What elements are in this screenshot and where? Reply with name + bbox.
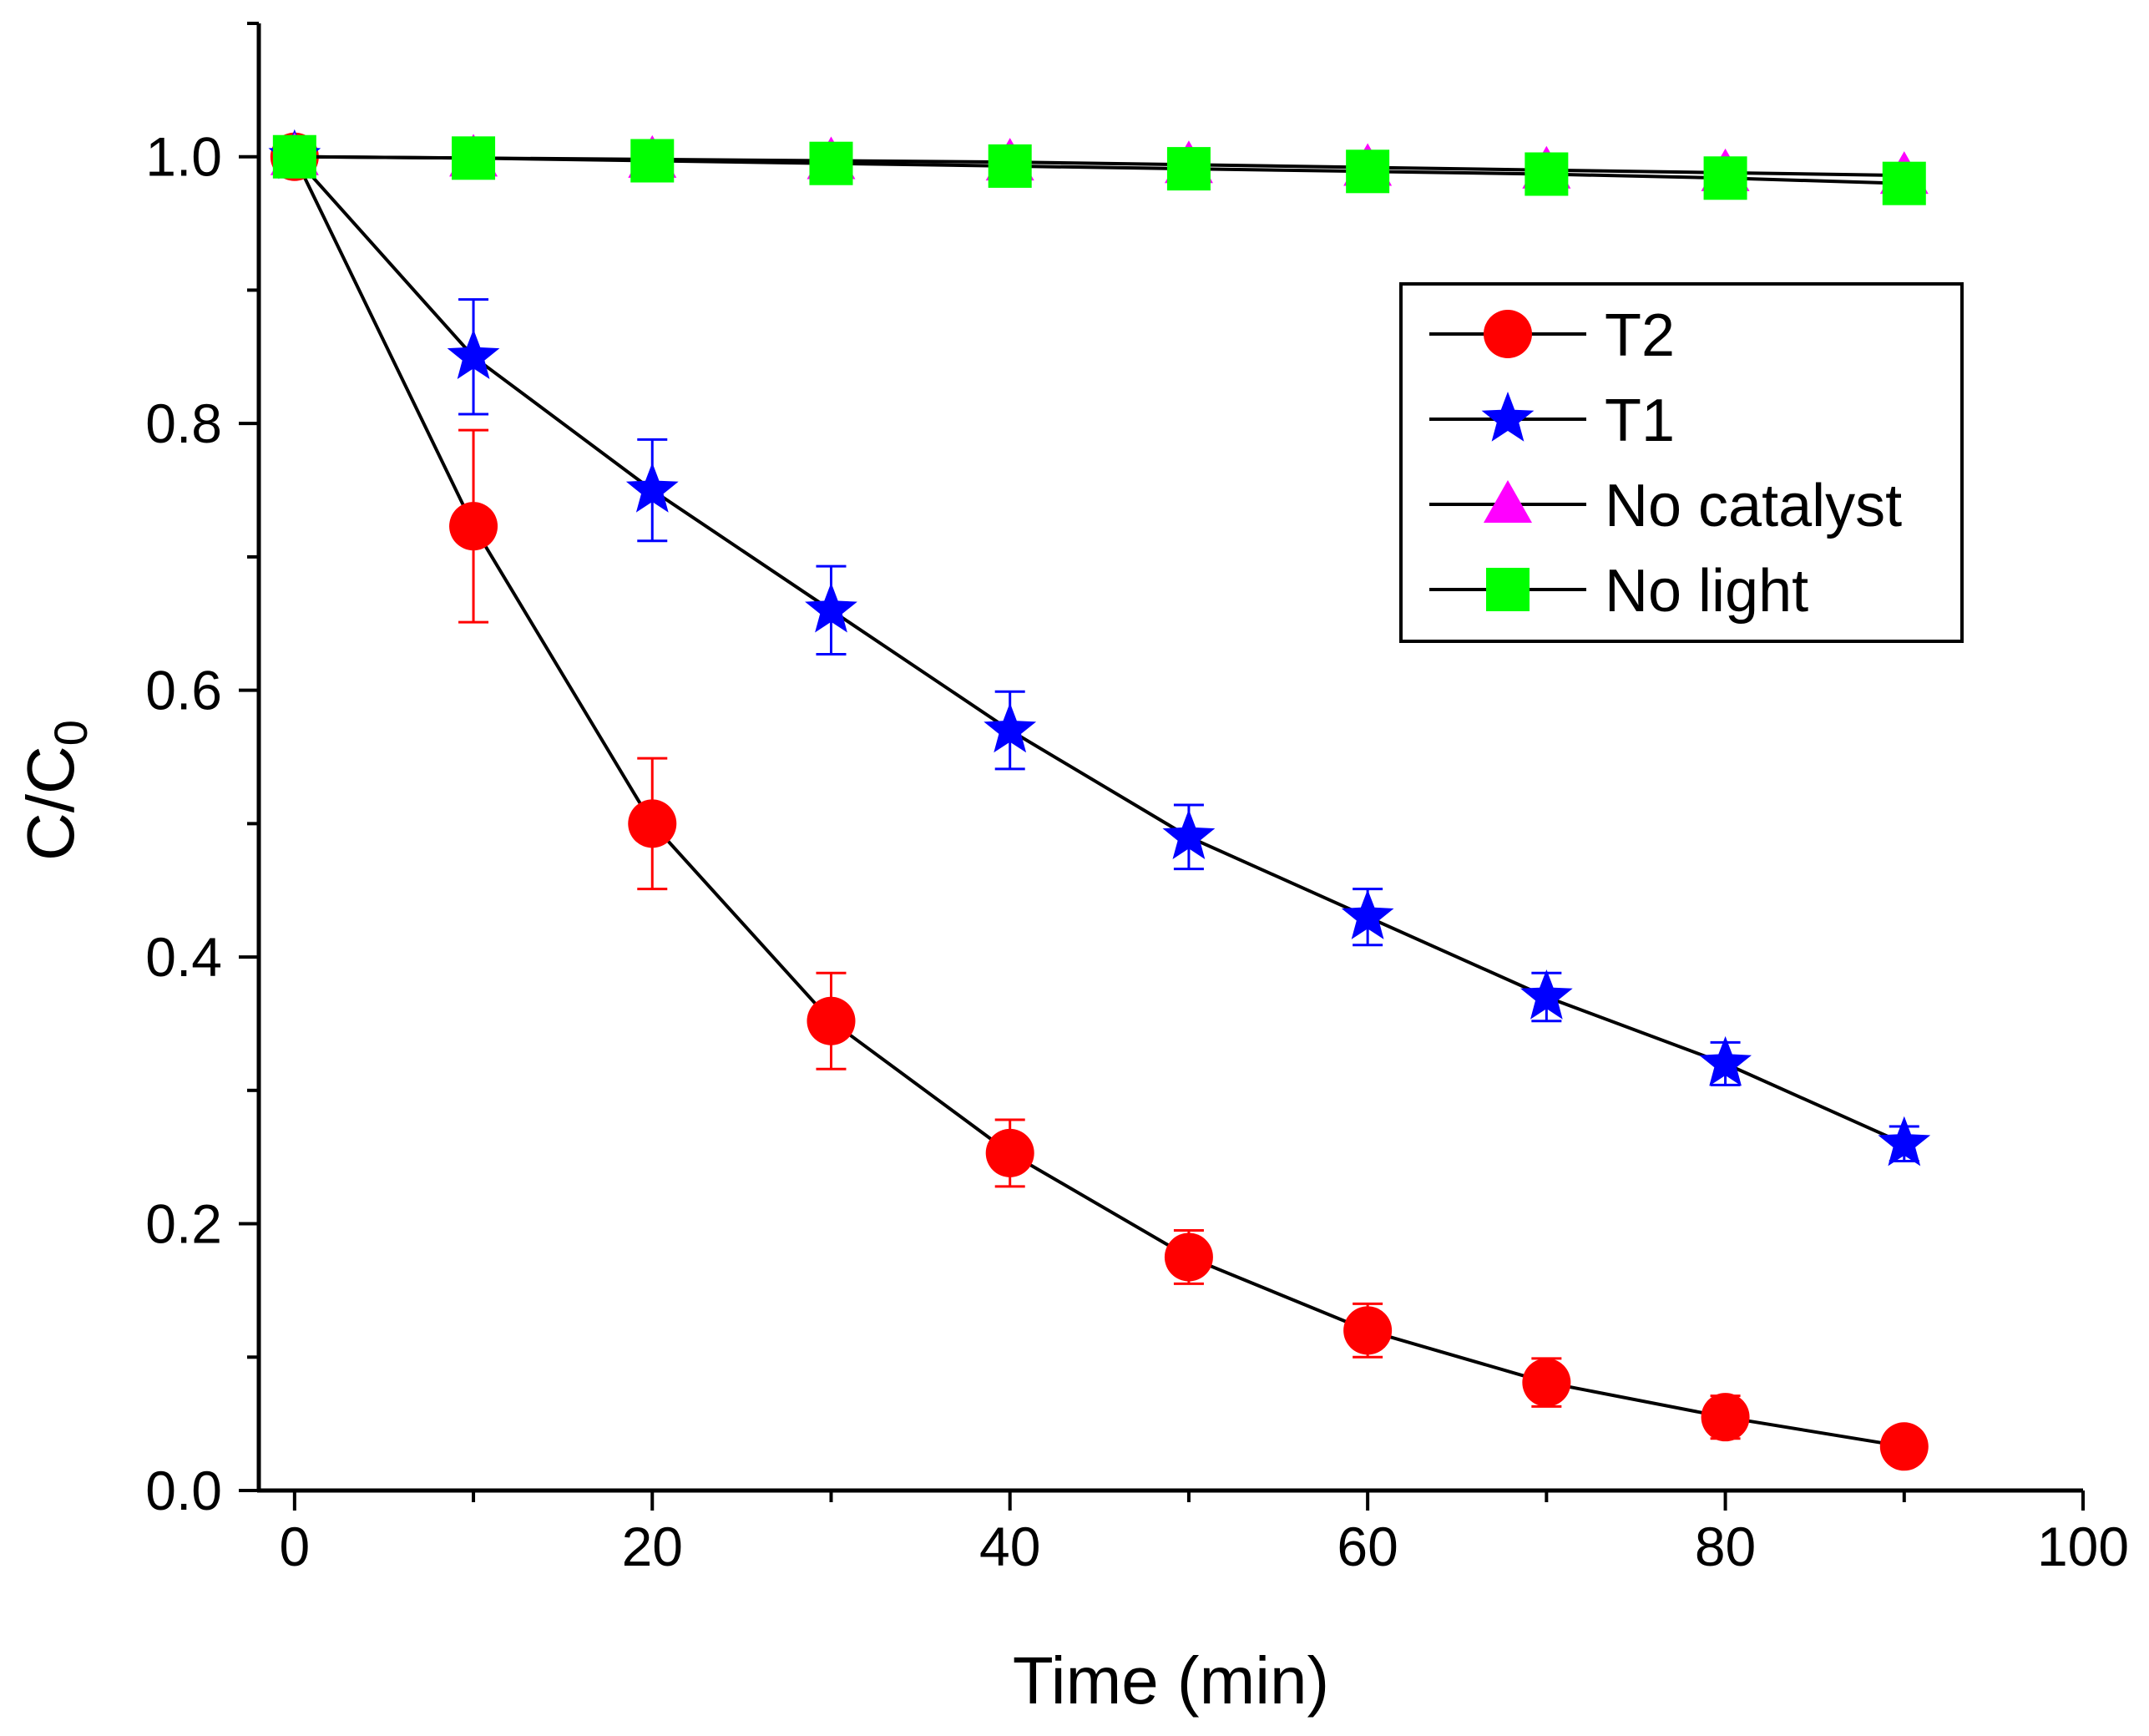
legend-label-no-catalyst: No catalyst: [1605, 473, 1902, 539]
data-point-t1: [983, 702, 1037, 753]
data-point-no-light: [1525, 152, 1569, 196]
legend-marker-t2: [1484, 310, 1532, 358]
y-tick-label: 0.4: [145, 926, 222, 988]
y-axis-title: C/C0: [13, 720, 97, 861]
legend-marker-no-catalyst: [1484, 480, 1532, 523]
y-tick-label: 1.0: [145, 126, 222, 188]
data-point-no-light: [809, 141, 853, 185]
data-point-no-light: [1882, 161, 1926, 205]
x-tick-label: 80: [1695, 1516, 1756, 1577]
series-no-catalyst: [270, 132, 1929, 195]
y-tick-label: 0.2: [145, 1193, 222, 1255]
data-point-no-light: [988, 144, 1032, 188]
x-tick-label: 60: [1337, 1516, 1398, 1577]
chart-series-layer: [268, 129, 1931, 1471]
y-axis-title-subscript: 0: [44, 720, 97, 746]
data-point-no-light: [1346, 149, 1390, 194]
x-tick-label: 20: [622, 1516, 683, 1577]
data-point-no-light: [272, 134, 316, 179]
data-point-t2: [449, 502, 498, 551]
series-line-t2: [292, 155, 1905, 1449]
chart-axes: 0 20 40 60 80 100 0.0 0.2 0.4 0.6 0.8 1.0: [145, 22, 2129, 1577]
data-point-t2: [1343, 1306, 1393, 1355]
x-tick-label: 0: [279, 1516, 310, 1577]
series-line-t1: [293, 155, 1905, 1146]
legend-marker-no-light: [1486, 568, 1530, 611]
series-t1: [268, 129, 1931, 1167]
legend-label-t2: T2: [1605, 302, 1675, 369]
series-line-no-light: [294, 154, 1904, 185]
y-tick-label: 0.0: [145, 1460, 222, 1521]
data-point-t1: [1162, 809, 1216, 859]
data-point-t2: [1164, 1232, 1213, 1282]
data-point-t1: [447, 329, 500, 379]
series-no-light: [272, 134, 1926, 205]
data-point-t2: [1701, 1393, 1750, 1442]
legend-label-no-light: No light: [1605, 558, 1808, 625]
x-tick-label: 100: [2037, 1516, 2129, 1577]
data-point-t1: [1341, 889, 1394, 939]
data-point-t1: [1520, 969, 1573, 1020]
data-point-t1: [805, 582, 857, 633]
x-axis-title: Time (min): [1013, 1643, 1329, 1718]
data-point-t2: [1522, 1358, 1571, 1407]
data-point-no-light: [630, 139, 675, 183]
data-point-t1: [625, 463, 679, 513]
data-point-t1: [1699, 1035, 1752, 1086]
chart-legend: T2 T1 No catalyst No light: [1399, 282, 1964, 643]
data-point-t2: [628, 799, 677, 848]
legend-marker-t1: [1481, 392, 1535, 442]
data-point-t2: [807, 996, 856, 1045]
data-point-no-light: [1166, 147, 1211, 191]
data-point-t1: [1878, 1116, 1931, 1167]
y-axis-title-main: C/C: [13, 746, 88, 861]
data-point-t2: [1879, 1422, 1929, 1471]
data-point-t2: [985, 1128, 1034, 1177]
data-point-no-light: [1703, 156, 1747, 200]
x-tick-label: 40: [979, 1516, 1040, 1577]
y-tick-label: 0.6: [145, 660, 222, 721]
legend-label-t1: T1: [1605, 387, 1675, 454]
y-tick-label: 0.8: [145, 392, 222, 454]
data-point-no-light: [452, 136, 496, 180]
